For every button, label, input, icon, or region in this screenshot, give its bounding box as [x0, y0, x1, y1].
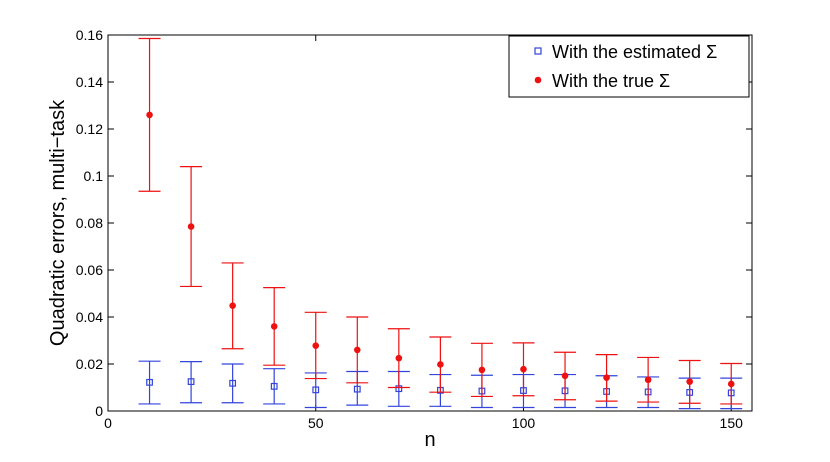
- legend-entry-true: With the true Σ: [552, 71, 670, 91]
- data-point: [270, 382, 278, 390]
- legend-marker-estimated: [534, 47, 542, 55]
- data-point: [270, 323, 278, 330]
- y-tick-label: 0: [95, 403, 103, 419]
- data-point: [561, 372, 569, 380]
- plot-area: 0 50 100 150 0 0.02 0.04 0.06 0.08 0.1 0.12 0.14 0.1…: [76, 27, 753, 431]
- x-tick-label: 0: [104, 415, 112, 431]
- series-true: [138, 37, 743, 405]
- data-point: [229, 302, 236, 310]
- data-point: [686, 378, 693, 385]
- data-point: [395, 354, 403, 362]
- data-point: [312, 386, 320, 394]
- data-point: [603, 374, 610, 381]
- x-axis-label: n: [424, 429, 435, 451]
- x-tick-label: 150: [720, 415, 744, 431]
- data-point: [644, 376, 652, 384]
- y-tick-label: 0.1: [84, 168, 104, 184]
- y-axis-label: Quadratic errors, multi−task: [47, 99, 69, 346]
- y-tick-label: 0.04: [76, 309, 103, 325]
- data-point: [187, 223, 195, 230]
- data-point: [312, 342, 320, 349]
- legend-entry-estimated: With the estimated Σ: [552, 42, 717, 62]
- data-point: [353, 346, 361, 354]
- y-tick-label: 0.14: [76, 74, 103, 90]
- x-tick-label: 100: [512, 415, 536, 431]
- data-point: [229, 379, 237, 387]
- data-point: [146, 378, 153, 386]
- legend: With the estimated Σ With the true Σ: [508, 35, 750, 98]
- data-point: [146, 111, 153, 119]
- data-point: [478, 366, 486, 374]
- x-tick-label: 50: [308, 415, 324, 431]
- data-point: [727, 380, 735, 388]
- data-point: [187, 378, 195, 386]
- y-tick-label: 0.02: [76, 356, 103, 372]
- data-point: [353, 385, 361, 393]
- legend-box: [508, 35, 750, 98]
- y-tick-label: 0.08: [76, 215, 103, 231]
- y-tick-label: 0.16: [76, 27, 103, 43]
- y-tick-label: 0.12: [76, 121, 103, 137]
- data-point: [437, 361, 444, 368]
- legend-marker-true: [534, 76, 542, 84]
- y-tick-label: 0.06: [76, 262, 103, 278]
- data-point: [520, 365, 527, 373]
